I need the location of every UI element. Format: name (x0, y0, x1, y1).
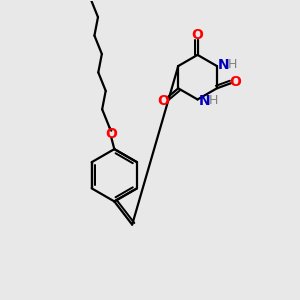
Text: N: N (218, 58, 229, 72)
Text: O: O (157, 94, 169, 108)
Text: N: N (198, 94, 210, 108)
Text: O: O (105, 127, 117, 141)
Text: O: O (192, 28, 203, 42)
Text: O: O (230, 74, 242, 88)
Text: H: H (208, 94, 218, 107)
Text: H: H (228, 58, 237, 71)
